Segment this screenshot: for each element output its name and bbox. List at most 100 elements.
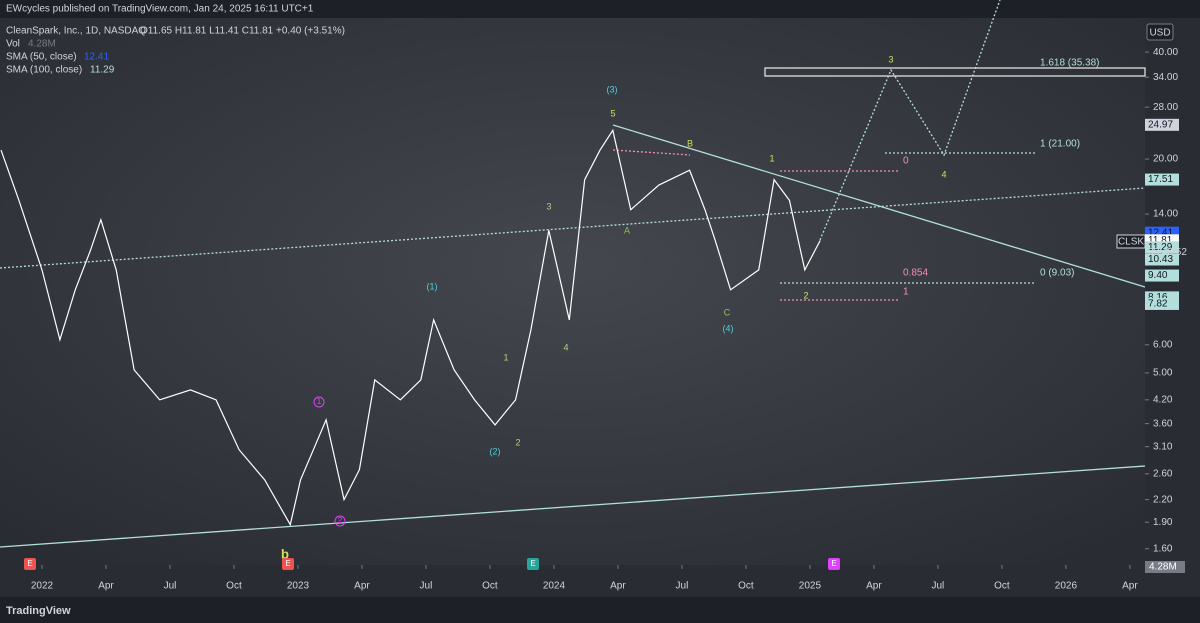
- y-tick-label: 1.90: [1153, 517, 1173, 528]
- x-tick-label: Oct: [738, 581, 754, 592]
- fib-label: 0 (9.03): [1040, 268, 1074, 279]
- volume-tag: 4.28M: [1149, 562, 1177, 573]
- legend-sma100-value: 11.29: [90, 65, 115, 76]
- y-tick-label: 1.60: [1153, 543, 1173, 554]
- x-tick-label: Oct: [994, 581, 1010, 592]
- publisher: EWcycles published on TradingView.com, J…: [6, 4, 314, 15]
- wave-label: 4: [941, 169, 946, 179]
- time-axis: [0, 565, 1145, 597]
- price-line: [0, 128, 821, 527]
- wave-label: (3): [607, 84, 618, 94]
- wave-label: B: [687, 138, 693, 148]
- price-tag-box: [1145, 241, 1179, 254]
- legend-vol: Vol: [6, 39, 20, 50]
- wave-label: 5: [610, 108, 615, 118]
- x-tick-label: Jul: [932, 581, 945, 592]
- wave-label: (1): [427, 281, 438, 291]
- price-tag: 12.41: [1148, 227, 1173, 238]
- price-tag: 17.51: [1148, 174, 1173, 185]
- price-tag: 9.40: [1148, 270, 1168, 281]
- legend-sma50: SMA (50, close): [6, 52, 77, 63]
- trendline: [0, 465, 1146, 548]
- x-tick-label: Apr: [1122, 581, 1138, 592]
- currency[interactable]: USD: [1149, 28, 1170, 39]
- wave-circle: [334, 515, 346, 527]
- y-tick-label: 14.00: [1153, 209, 1178, 220]
- y-tick-label: 4.20: [1153, 394, 1173, 405]
- brand: TradingView: [6, 605, 71, 617]
- earnings: E: [27, 559, 32, 568]
- wave-label: 1: [769, 153, 774, 163]
- wave-label: b: [281, 546, 289, 561]
- wave-label: 1: [503, 352, 508, 362]
- earnings-box: [828, 558, 840, 570]
- volume-tag-box: [1145, 561, 1185, 573]
- legend-sma50-value: 12.41: [84, 52, 109, 63]
- legend-ohlc: O11.65 H11.81 L11.41 C11.81 +0.40 (+3.51…: [140, 26, 345, 37]
- y-tick-label: 3.10: [1153, 441, 1173, 452]
- x-tick-label: Oct: [482, 581, 498, 592]
- earnings: E: [285, 559, 290, 568]
- earnings-box: [527, 558, 539, 570]
- trendline: [0, 187, 1146, 269]
- projection: [819, 0, 1001, 241]
- x-tick-label: Apr: [354, 581, 370, 592]
- wave-label: 3: [546, 201, 551, 211]
- price-tag-box: [1145, 118, 1179, 131]
- x-tick-label: Apr: [98, 581, 114, 592]
- price-tag-box: [1145, 297, 1179, 310]
- wave-circle: [313, 396, 325, 408]
- legend-vol-value: 4.28M: [28, 39, 56, 50]
- x-tick-label: Apr: [610, 581, 626, 592]
- fib-label: 0.854: [903, 268, 928, 279]
- y-tick-label: 34.00: [1153, 72, 1178, 83]
- y-tick-label: 20.00: [1153, 154, 1178, 165]
- price-tag-box: [1145, 173, 1179, 186]
- x-tick-label: 2023: [287, 581, 310, 592]
- earnings: E: [530, 559, 535, 568]
- x-tick-label: Jul: [676, 581, 689, 592]
- earnings-markers: E E E E: [24, 558, 840, 570]
- legend-symbol: CleanSpark, Inc., 1D, NASDAQ: [6, 26, 146, 37]
- earnings-box: [24, 558, 36, 570]
- price-tag: 11.29: [1148, 242, 1173, 253]
- fib-label: 1 (21.00): [1040, 139, 1080, 150]
- wave-label: 2: [338, 516, 343, 525]
- x-tick-label: Oct: [226, 581, 242, 592]
- y-tick-label: 28.00: [1153, 102, 1178, 113]
- price-tag: 11.81: [1148, 235, 1173, 246]
- earnings: E: [831, 559, 836, 568]
- wave-label: 2: [515, 437, 520, 447]
- price-tag: 7.82: [1148, 299, 1168, 310]
- x-tick-label: Apr: [866, 581, 882, 592]
- countdown: 05:48:52: [1148, 247, 1187, 258]
- wave-label: 2: [803, 290, 808, 300]
- wave-labels: (3) 5 B A C (4) (1) (2) 1 2 3 4 1 2 3 4 …: [281, 54, 1099, 561]
- currency-box[interactable]: [1146, 23, 1174, 41]
- earnings-box: [282, 558, 294, 570]
- y-tick-label: 6.00: [1153, 339, 1173, 350]
- symbol-tag: CLSK: [1118, 237, 1144, 248]
- fib-label: 1: [903, 287, 909, 298]
- x-tick-label: 2024: [543, 581, 566, 592]
- price-tag-box: [1145, 269, 1179, 282]
- y-tick-label: 3.60: [1153, 418, 1173, 429]
- price-tag: 10.43: [1148, 254, 1173, 265]
- fib-zone: [764, 67, 1146, 77]
- price-tag-box: [1145, 253, 1179, 266]
- x-tick-label: Jul: [420, 581, 433, 592]
- fib-label: 1.618 (35.38): [1040, 58, 1100, 69]
- wave-label: C: [724, 307, 731, 317]
- fib-line: [612, 149, 691, 156]
- fib-label: 0: [903, 156, 909, 167]
- wave-label: 3: [888, 54, 893, 64]
- x-tick-label: 2025: [799, 581, 822, 592]
- x-tick-label: 2022: [31, 581, 54, 592]
- wave-label: (2): [490, 446, 501, 456]
- wave-label: 1: [317, 397, 322, 406]
- wave-label: A: [624, 225, 630, 235]
- drawings: [0, 0, 1146, 548]
- x-tick-label: 2026: [1055, 581, 1078, 592]
- wave-label: 4: [563, 342, 568, 352]
